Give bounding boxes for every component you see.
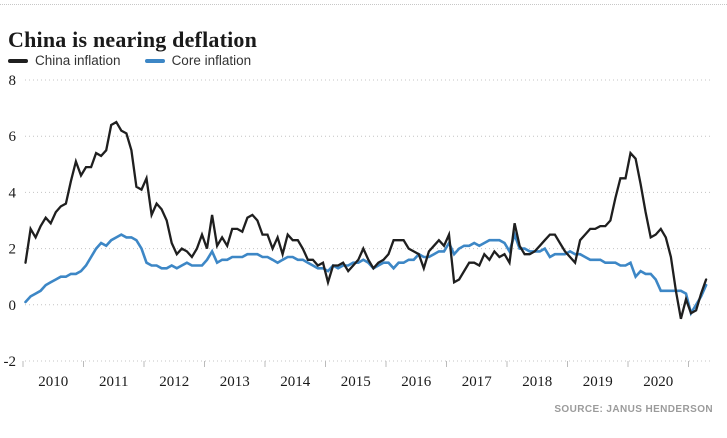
y-axis-tick-label: 4	[9, 185, 17, 201]
legend-item-china-inflation: China inflation	[8, 53, 121, 69]
y-axis-tick-label: 8	[9, 73, 17, 89]
y-axis-tick-label: -2	[4, 354, 17, 370]
legend-item-core-inflation: Core inflation	[144, 53, 252, 69]
x-axis-tick-label: 2018	[522, 374, 552, 390]
page-title: China is nearing deflation	[8, 26, 258, 52]
core-inflation-line-swatch-icon	[144, 59, 165, 63]
chart-svg: 8 6 4 2 0 -2 2010 2011 2012 2013 2014 2015 2016 2017 2…	[4, 73, 713, 390]
x-axis-tick-label: 2019	[583, 374, 613, 390]
legend-label-core-inflation: Core inflation	[171, 53, 252, 68]
top-divider	[0, 4, 727, 5]
y-axis-tick-label: 2	[9, 242, 17, 258]
source-label: SOURCE: JANUS HENDERSON	[554, 404, 713, 415]
y-axis-tick-label: 6	[9, 129, 17, 145]
inflation-line-chart: 8 6 4 2 0 -2 2010 2011 2012 2013 2014 2015 2016 2017 2…	[0, 72, 727, 407]
x-axis-tick-label: 2017	[462, 374, 493, 390]
x-axis-tick-label: 2020	[643, 374, 673, 390]
china-inflation-line-swatch-icon	[8, 59, 28, 63]
x-axis-tick-label: 2016	[401, 374, 432, 390]
legend-label-china-inflation: China inflation	[35, 53, 121, 68]
china-inflation-line	[24, 120, 708, 320]
x-axis-tick-label: 2015	[341, 374, 371, 390]
x-axis-tick-label: 2012	[159, 374, 189, 390]
x-axis-tick-label: 2011	[99, 374, 128, 390]
core-inflation-line	[24, 230, 708, 317]
x-axis-tick-label: 2010	[38, 374, 68, 390]
x-axis-tick-label: 2013	[220, 374, 250, 390]
x-axis-tick-label: 2014	[280, 374, 311, 390]
legend: China inflation Core inflation	[8, 52, 251, 70]
y-axis-tick-label: 0	[9, 298, 17, 314]
